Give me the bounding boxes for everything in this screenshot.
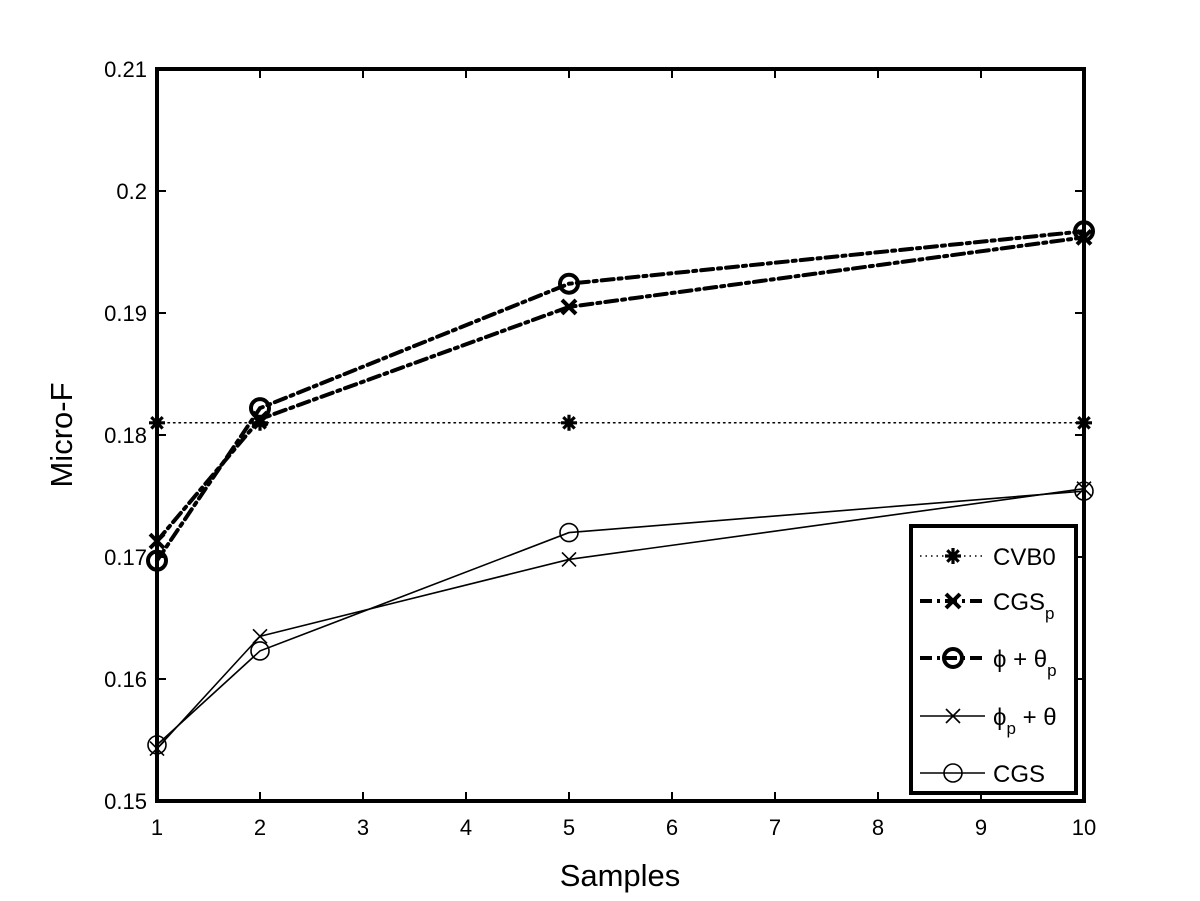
y-tick-label: 0.15 [104, 789, 147, 814]
tick-layer: 1 2 3 4 5 6 7 8 9 10 0.15 0.16 0.17 0.18 0.19 0.2 0.21 [104, 57, 1096, 840]
data-point-marker-shape [249, 397, 271, 420]
series-line [155, 229, 1086, 563]
legend-label-tail: + θ [1016, 704, 1057, 731]
data-point-marker-shape [559, 522, 579, 543]
legend-label-main: CVB0 [993, 544, 1056, 571]
series-line [155, 235, 1086, 544]
y-tick-label: 0.16 [104, 667, 147, 692]
data-point-marker [249, 397, 271, 420]
legend-item-1: CGSp [920, 589, 1054, 623]
legend-marker [945, 708, 961, 724]
series-layer [146, 220, 1095, 757]
data-point-marker-shape [252, 414, 268, 431]
legend-label: ϕ + θp [993, 646, 1057, 680]
legend-label-main: ϕ [993, 704, 1006, 731]
legend-marker-shape [943, 763, 963, 783]
legend-label: CVB0 [993, 544, 1056, 571]
legend-marker [944, 592, 962, 610]
legend-item-3: ϕp + θ [920, 704, 1057, 738]
legend-label-main: ϕ + θ [993, 646, 1047, 673]
y-axis-title: Micro-F [44, 382, 79, 487]
series-line [156, 490, 1085, 746]
x-tick-label: 7 [769, 815, 781, 840]
legend-marker [945, 548, 961, 564]
x-tick-label: 2 [254, 815, 266, 840]
data-point-marker-shape [558, 272, 580, 295]
legend-marker-shape [944, 592, 962, 610]
legend-label-main: CGS [993, 589, 1045, 616]
x-tick-label: 1 [151, 815, 163, 840]
legend-label: CGSp [993, 589, 1054, 623]
data-point-marker [250, 641, 270, 661]
data-point-marker [561, 551, 577, 568]
x-tick-label: 6 [666, 815, 678, 840]
x-tick-label: 8 [872, 815, 884, 840]
data-point-marker [558, 272, 580, 295]
legend-marker-shape [942, 647, 964, 669]
legend-item-0: CVB0 [920, 544, 1056, 571]
legend-marker [942, 647, 964, 669]
x-tick-label: 10 [1072, 815, 1096, 840]
legend-marker [943, 763, 963, 783]
data-point-marker-shape [561, 414, 577, 431]
data-point-marker [559, 522, 579, 543]
legend-label: ϕp + θ [993, 704, 1057, 738]
data-point-marker-shape [560, 298, 578, 316]
y-tick-label: 0.21 [104, 57, 147, 82]
legend-marker-shape [945, 548, 961, 564]
x-tick-label: 4 [460, 815, 472, 840]
data-point-marker [561, 414, 577, 431]
series-2 [146, 220, 1095, 572]
data-point-marker-shape [250, 641, 270, 661]
data-point-marker-shape [252, 628, 268, 644]
legend-label-subscript: p [1006, 719, 1015, 738]
x-axis-title: Samples [560, 858, 681, 893]
x-tick-label: 3 [357, 815, 369, 840]
legend-label-main: CGS [993, 761, 1045, 788]
data-point-marker-shape [561, 551, 577, 568]
x-tick-label: 5 [563, 815, 575, 840]
legend-label-subscript: p [1047, 661, 1056, 680]
legend-marker-shape [945, 708, 961, 724]
y-tick-label: 0.2 [116, 179, 147, 204]
legend-label: CGS [993, 761, 1045, 788]
legend-item-4: CGS [920, 761, 1045, 788]
series-line [156, 487, 1085, 750]
x-tick-label: 9 [975, 815, 987, 840]
legend-item-2: ϕ + θp [920, 646, 1057, 680]
data-point-marker [252, 628, 268, 644]
legend-label-subscript: p [1045, 604, 1054, 623]
data-point-marker [560, 298, 578, 316]
y-tick-label: 0.18 [104, 423, 147, 448]
data-point-marker [252, 414, 268, 431]
y-tick-label: 0.19 [104, 301, 147, 326]
y-tick-label: 0.17 [104, 545, 147, 570]
